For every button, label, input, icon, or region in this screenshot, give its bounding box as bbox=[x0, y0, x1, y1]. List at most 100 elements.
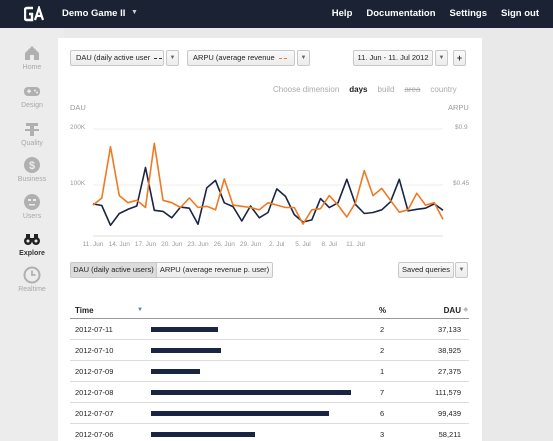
col-pct[interactable]: % bbox=[379, 306, 387, 315]
sidebar-item-home[interactable]: Home bbox=[0, 44, 64, 71]
table-row[interactable]: 2012-07-07 6 99,439 bbox=[70, 403, 469, 424]
svg-text:$: $ bbox=[29, 160, 35, 172]
x-tick-label: 14. Jun bbox=[109, 241, 131, 248]
sidebar: Home Design Quality $ Business Users bbox=[0, 28, 64, 441]
x-tick-label: 5. Jul bbox=[295, 241, 311, 248]
y-tick-right-0-9: $0.9 bbox=[455, 124, 468, 131]
saved-queries-dropdown-button[interactable]: ▼ bbox=[455, 262, 468, 278]
sidebar-item-business[interactable]: $ Business bbox=[0, 156, 64, 183]
table-row[interactable]: 2012-07-11 2 37,133 bbox=[70, 319, 469, 340]
col-time[interactable]: Time bbox=[75, 306, 94, 315]
metric2-dropdown-button[interactable]: ▼ bbox=[297, 50, 310, 66]
row-dau: 37,133 bbox=[438, 325, 461, 334]
x-tick-label: 23. Jun bbox=[187, 241, 209, 248]
y-tick-left-100k: 100K bbox=[70, 180, 86, 187]
sidebar-item-design[interactable]: Design bbox=[0, 82, 64, 109]
x-tick-label: 29. Jun bbox=[240, 241, 262, 248]
clock-icon bbox=[23, 266, 41, 284]
x-tick-label: 11. Jul bbox=[346, 241, 365, 248]
sidebar-item-users[interactable]: Users bbox=[0, 193, 64, 220]
toggle-dau[interactable]: DAU (daily active users) bbox=[70, 262, 157, 278]
metric1-label: DAU (daily active user bbox=[76, 53, 151, 62]
table-row[interactable]: 2012-07-08 7 111,579 bbox=[70, 382, 469, 403]
main-panel: DAU (daily active user ▼ ARPU (average r… bbox=[58, 38, 482, 441]
row-bar bbox=[151, 369, 200, 374]
y-axis-left-label: DAU bbox=[70, 103, 86, 112]
metric2-label: ARPU (average revenue bbox=[193, 53, 275, 62]
top-nav: Help Documentation Settings Sign out bbox=[332, 8, 539, 19]
metric2-select[interactable]: ARPU (average revenue bbox=[187, 50, 295, 66]
metric1-dropdown-button[interactable]: ▼ bbox=[166, 50, 179, 66]
dimension-chooser: Choose dimension days build area country bbox=[273, 85, 457, 94]
row-bar bbox=[151, 390, 351, 395]
dau-series-line bbox=[92, 166, 444, 227]
row-dau: 38,925 bbox=[438, 346, 461, 355]
row-pct: 2 bbox=[380, 325, 385, 334]
x-tick-label: 26. Jun bbox=[214, 241, 236, 248]
sort-icon[interactable]: ◆ bbox=[463, 307, 468, 313]
row-bar bbox=[151, 348, 221, 353]
y-tick-right-0-45: $0.45 bbox=[453, 180, 470, 187]
sidebar-item-explore[interactable]: Explore bbox=[0, 230, 64, 257]
table-row[interactable]: 2012-07-10 2 38,925 bbox=[70, 340, 469, 361]
app-selector[interactable]: Demo Game II bbox=[62, 8, 126, 19]
dimension-area[interactable]: area bbox=[404, 85, 421, 94]
row-date: 2012-07-09 bbox=[75, 367, 114, 376]
nav-settings[interactable]: Settings bbox=[449, 8, 487, 19]
row-bar bbox=[151, 432, 255, 437]
row-dau: 58,211 bbox=[438, 430, 461, 439]
row-pct: 6 bbox=[380, 409, 385, 418]
metric1-select[interactable]: DAU (daily active user bbox=[70, 50, 164, 66]
line-chart: 11. Jun 14. Jun 17. Jun 20. Jun 23. Jun 26. J… bbox=[83, 128, 444, 248]
dimension-country[interactable]: country bbox=[430, 85, 457, 94]
row-bar bbox=[151, 327, 218, 332]
table-row[interactable]: 2012-07-09 1 27,375 bbox=[70, 361, 469, 382]
x-tick-label: 17. Jun bbox=[135, 241, 157, 248]
sidebar-item-realtime[interactable]: Realtime bbox=[0, 266, 64, 293]
logo-icon[interactable] bbox=[24, 6, 44, 22]
y-tick-left-200k: 200K bbox=[70, 124, 86, 131]
chevron-down-icon[interactable]: ▼ bbox=[131, 9, 138, 16]
nav-sign-out[interactable]: Sign out bbox=[501, 8, 539, 19]
dollar-icon: $ bbox=[24, 157, 40, 173]
saved-queries-button[interactable]: Saved queries bbox=[398, 262, 454, 278]
metric2-swatch bbox=[278, 57, 287, 59]
metric1-swatch bbox=[154, 57, 163, 59]
col-dau[interactable]: DAU bbox=[443, 306, 461, 315]
row-date: 2012-07-10 bbox=[75, 346, 114, 355]
dimension-label: Choose dimension bbox=[273, 85, 340, 94]
table-header: Time ▼ % DAU ◆ bbox=[70, 299, 469, 319]
dimension-days[interactable]: days bbox=[349, 85, 368, 94]
x-tick-label: 20. Jun bbox=[161, 241, 183, 248]
user-face-icon bbox=[24, 194, 40, 210]
row-pct: 7 bbox=[380, 388, 385, 397]
row-dau: 99,439 bbox=[438, 409, 461, 418]
dimension-build[interactable]: build bbox=[377, 85, 395, 94]
toggle-arpu[interactable]: ARPU (average revenue p. user) bbox=[157, 262, 273, 278]
date-range-label: 11. Jun - 11. Jul 2012 bbox=[357, 53, 429, 62]
row-bar bbox=[151, 411, 329, 416]
date-range-dropdown-button[interactable]: ▼ bbox=[435, 50, 448, 66]
table-row[interactable]: 2012-07-06 3 58,211 bbox=[70, 424, 469, 441]
nav-help[interactable]: Help bbox=[331, 8, 353, 19]
sort-desc-icon[interactable]: ▼ bbox=[137, 307, 143, 313]
top-bar: Demo Game II ▼ Help Documentation Settin… bbox=[0, 0, 553, 28]
gamepad-icon bbox=[24, 87, 40, 96]
row-date: 2012-07-11 bbox=[75, 325, 113, 334]
row-pct: 1 bbox=[380, 367, 385, 376]
row-date: 2012-07-07 bbox=[75, 409, 114, 418]
x-tick-label: 2. Jul bbox=[269, 241, 285, 248]
row-dau: 27,375 bbox=[438, 367, 461, 376]
add-button[interactable]: + bbox=[453, 50, 466, 66]
row-date: 2012-07-08 bbox=[75, 388, 114, 397]
arpu-series-line bbox=[92, 142, 444, 225]
nav-documentation[interactable]: Documentation bbox=[366, 8, 436, 19]
home-icon bbox=[25, 46, 39, 60]
date-range-picker[interactable]: 11. Jun - 11. Jul 2012 bbox=[353, 50, 433, 66]
row-pct: 3 bbox=[380, 430, 385, 439]
row-pct: 2 bbox=[380, 346, 385, 355]
bug-icon bbox=[25, 123, 39, 136]
sidebar-item-quality[interactable]: Quality bbox=[0, 120, 64, 147]
saved-queries-label: Saved queries bbox=[402, 265, 450, 274]
x-tick-label: 11. Jun bbox=[83, 241, 104, 248]
